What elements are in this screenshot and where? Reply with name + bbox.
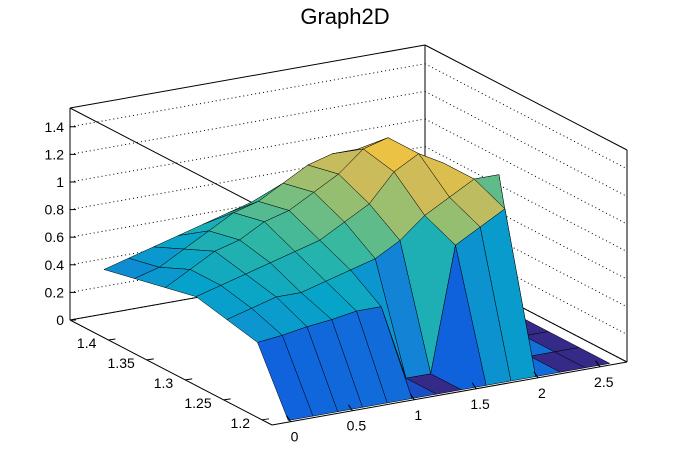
tick-mark bbox=[261, 418, 270, 421]
y-tick-label: 1.3 bbox=[154, 375, 174, 391]
z-tick-label: 1.4 bbox=[45, 119, 65, 135]
x-tick-label: 0 bbox=[291, 429, 299, 445]
tick-mark bbox=[533, 371, 539, 379]
tick-mark bbox=[471, 382, 477, 390]
box-edge bbox=[424, 44, 628, 151]
tick-mark bbox=[595, 360, 601, 368]
x-tick-label: 2 bbox=[538, 385, 546, 401]
tick-mark bbox=[146, 358, 154, 361]
box-edge bbox=[69, 107, 273, 214]
surface-cell bbox=[257, 334, 314, 421]
grid-line bbox=[69, 90, 426, 155]
tick-mark bbox=[409, 393, 415, 401]
box-edge bbox=[69, 319, 273, 426]
grid-line bbox=[69, 118, 426, 183]
tick-mark bbox=[108, 338, 116, 341]
z-tick-label: 0.8 bbox=[45, 202, 65, 218]
x-tick-label: 1.5 bbox=[470, 396, 490, 412]
x-tick-label: 2.5 bbox=[594, 374, 614, 390]
y-tick-label: 1.25 bbox=[184, 395, 211, 411]
tick-mark bbox=[347, 404, 353, 412]
grid-line bbox=[424, 63, 628, 170]
tick-mark bbox=[223, 398, 231, 401]
chart-title: Graph2D bbox=[300, 4, 389, 29]
z-tick-label: 1.2 bbox=[45, 146, 65, 162]
y-tick-label: 1.4 bbox=[77, 335, 97, 351]
x-tick-label: 1 bbox=[414, 407, 422, 423]
box-edge bbox=[271, 361, 628, 426]
y-tick-label: 1.2 bbox=[231, 415, 251, 431]
box-edge bbox=[69, 44, 426, 109]
grid-line bbox=[69, 63, 426, 128]
z-tick-label: 0.2 bbox=[45, 284, 65, 300]
z-tick-label: 1 bbox=[56, 174, 64, 190]
z-tick-label: 0.4 bbox=[45, 257, 65, 273]
tick-mark bbox=[185, 378, 193, 381]
tick-mark bbox=[286, 415, 291, 422]
x-tick-label: 0.5 bbox=[347, 418, 367, 434]
y-tick-label: 1.35 bbox=[108, 355, 135, 371]
z-tick-label: 0.6 bbox=[45, 229, 65, 245]
z-tick-label: 0 bbox=[56, 312, 64, 328]
